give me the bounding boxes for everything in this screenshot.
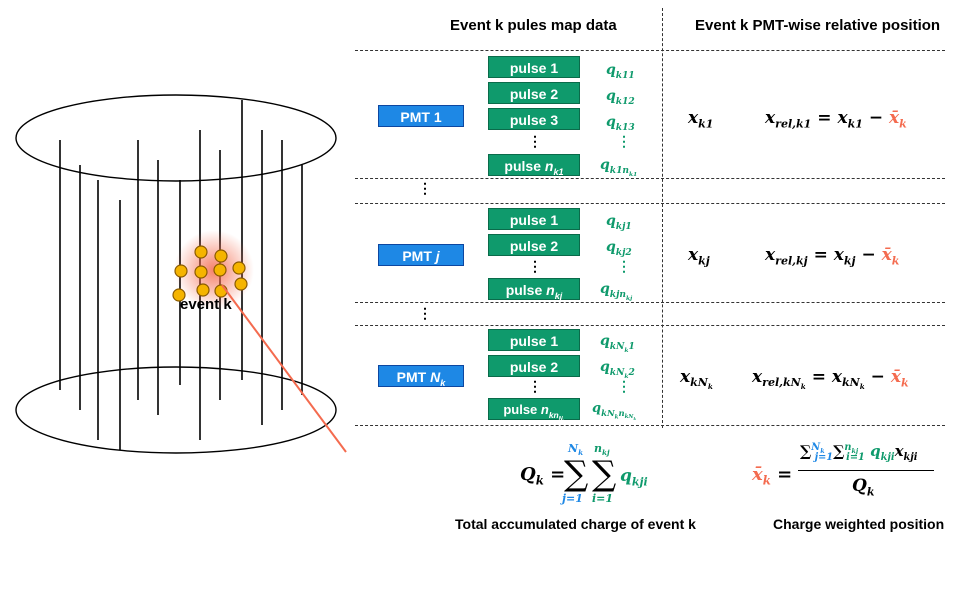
pmt-j-pulse-1: pulse 1 xyxy=(488,208,580,230)
pmt-1-pulse-3: pulse 3 xyxy=(488,108,580,130)
total-charge-caption: Total accumulated charge of event k xyxy=(455,516,696,532)
pmt-1-label: PMT 1 xyxy=(378,105,464,127)
hit-pmts xyxy=(172,245,248,302)
pmt-j-label: PMT j xyxy=(378,244,464,266)
pmt-j-pulse-n: pulse nkj xyxy=(488,278,580,301)
pmt-1-charge-3: qk13 xyxy=(606,114,635,133)
pmt-nk-position: xkNk xyxy=(680,367,713,392)
pmt-nk-charge-2: qkNk2 xyxy=(600,359,635,380)
pmt-nk-pulse-n: pulse nknNk xyxy=(488,398,580,423)
event-label: event k xyxy=(180,296,232,313)
detector-strings xyxy=(59,100,303,450)
row-divider xyxy=(355,425,945,426)
pmt-j-charge-1: qkj1 xyxy=(606,213,632,232)
pmt-1-pulse-ellipsis: ⋮ xyxy=(528,133,542,149)
pmt-nk-pulse-ellipsis: ⋮ xyxy=(528,378,542,394)
pmt-nk-label: PMT Nk xyxy=(378,365,464,388)
row-ellipsis-1: ⋮ xyxy=(418,180,432,196)
weighted-position-caption: Charge weighted position xyxy=(773,516,945,532)
top-cap xyxy=(15,94,337,182)
pmt-1-relative-position: xrel,k1 = xk1 − x̄k xyxy=(765,108,907,131)
pmt-1-pulse-1: pulse 1 xyxy=(488,56,580,78)
row-divider xyxy=(355,203,945,204)
weighted-position-formula: x̄k = ∑Nkj=1∑nkji=1 qkjixkji Qk xyxy=(752,440,942,500)
header-relative-position: Event k PMT-wise relative position xyxy=(695,17,941,34)
pmt-1-charge-2: qk12 xyxy=(606,88,635,107)
pmt-j-position: xkj xyxy=(688,245,710,268)
row-divider xyxy=(355,178,945,179)
pmt-j-pulse-ellipsis: ⋮ xyxy=(528,258,542,274)
total-charge-formula: Qk = ∑ Nk j=1 ∑ nkj i=1 qkji xyxy=(520,442,648,505)
pmt-nk-pulse-2: pulse 2 xyxy=(488,355,580,377)
pmt-1-pulse-n: pulse nk1 xyxy=(488,154,580,177)
row-ellipsis-2: ⋮ xyxy=(418,305,432,321)
row-divider xyxy=(355,302,945,303)
row-divider xyxy=(355,325,945,326)
pmt-j-pulse-2: pulse 2 xyxy=(488,234,580,256)
pmt-1-charge-n: qk1nk1 xyxy=(600,157,638,178)
row-divider xyxy=(355,50,945,51)
pmt-j-charge-ellipsis: ⋮ xyxy=(617,258,631,274)
pmt-j-charge-n: qkjnkj xyxy=(600,281,633,302)
pmt-1-charge-1: qk11 xyxy=(606,62,635,81)
bottom-cap xyxy=(15,366,337,454)
pmt-1-charge-ellipsis: ⋮ xyxy=(617,133,631,149)
pmt-nk-charge-n: qkNknkNk xyxy=(592,401,636,422)
detector-diagram xyxy=(15,94,347,454)
particle-track xyxy=(221,284,347,453)
header-pulse-map: Event k pules map data xyxy=(450,17,617,34)
pmt-nk-charge-ellipsis: ⋮ xyxy=(617,378,631,394)
pmt-nk-pulse-1: pulse 1 xyxy=(488,329,580,351)
pmt-j-charge-2: qkj2 xyxy=(606,239,632,258)
pmt-1-pulse-2: pulse 2 xyxy=(488,82,580,104)
pmt-j-relative-position: xrel,kj = xkj − x̄k xyxy=(765,245,900,268)
pmt-1-position: xk1 xyxy=(688,108,714,131)
pmt-nk-relative-position: xrel,kNk = xkNk − x̄k xyxy=(752,367,909,392)
column-divider xyxy=(662,8,663,428)
pmt-nk-charge-1: qkNk1 xyxy=(600,333,635,354)
